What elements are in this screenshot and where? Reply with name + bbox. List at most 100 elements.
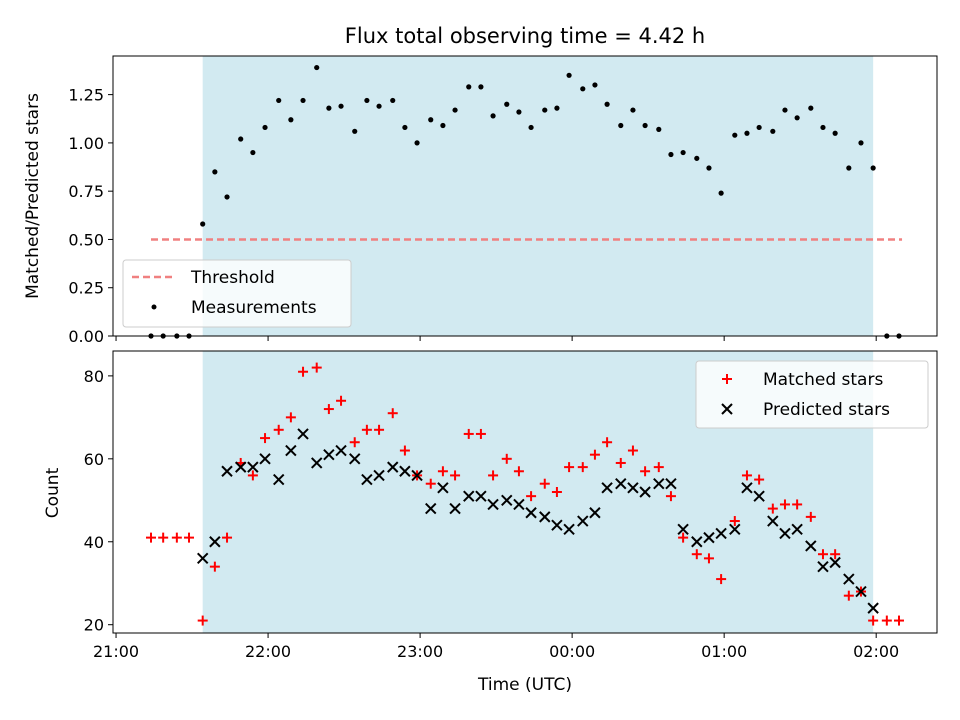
measurement-point [440, 122, 446, 129]
matched-star-point [627, 445, 638, 456]
x-stroke-b [639, 486, 651, 498]
bottom-legend-box [695, 360, 929, 429]
x-stroke-b [285, 444, 297, 457]
predicted-star-point [323, 448, 335, 461]
top-y-ticks: 0.00 0.25 0.50 0.75 1.00 1.25 [68, 86, 113, 346]
predicted-star-point [615, 477, 627, 490]
x-stroke-b [475, 490, 487, 502]
predicted-star-point [653, 477, 665, 490]
matched-star-point [475, 428, 486, 439]
matched-star-point [184, 532, 195, 543]
predicted-star-point [589, 507, 601, 519]
top-axes-frame [112, 55, 938, 337]
measurement-point [200, 221, 206, 227]
measurement-point [364, 97, 370, 104]
top-legend: Threshold Measurements [122, 259, 352, 328]
predicted-star-point [399, 465, 411, 477]
bottom-xtick-label: 21:00 [93, 642, 139, 661]
matched-star-point [665, 491, 676, 502]
measurement-point [808, 105, 814, 111]
predicted-star-point [349, 453, 361, 465]
measurement-point [528, 124, 534, 131]
predicted-star-point [805, 540, 817, 552]
bottom-xtick-label: 00:00 [549, 642, 595, 661]
measurement-point [238, 136, 244, 142]
measurement-point [276, 97, 282, 104]
x-stroke-b [779, 527, 791, 540]
bottom-y-axis-label: Count [43, 467, 63, 518]
measurement-point [592, 82, 598, 88]
x-stroke-b [601, 482, 613, 494]
x-stroke-b [563, 523, 575, 536]
matched-star-point [817, 549, 828, 560]
bottom-ytick-label: 80 [84, 367, 104, 386]
predicted-star-point [373, 469, 385, 482]
chart-title: Flux total observing time = 4.42 h [345, 24, 705, 48]
legend-matched-label: Matched stars [763, 370, 883, 390]
predicted-star-point [753, 490, 765, 502]
bottom-legend: Matched stars Predicted stars [695, 360, 929, 429]
x-stroke-b [297, 428, 309, 440]
x-stroke-b [425, 502, 437, 515]
measurement-point [846, 165, 852, 171]
predicted-star-point [601, 482, 613, 494]
predicted-star-point [247, 461, 259, 473]
x-stroke-b [653, 477, 665, 490]
measurement-point [452, 107, 458, 113]
matched-star-point [881, 615, 892, 626]
x-stroke-b [411, 469, 423, 482]
measurement-point [820, 124, 826, 131]
predicted-star-point [729, 523, 741, 536]
matched-star-point [843, 590, 854, 601]
matched-star-point [209, 561, 220, 572]
measurement-point [466, 84, 472, 90]
matched-star-point [501, 453, 512, 464]
matched-star-point [450, 470, 461, 481]
measurement-point [680, 149, 686, 156]
matched-star-point [716, 574, 727, 585]
predicted-star-point [665, 477, 677, 490]
measurement-point [732, 132, 738, 138]
matched-star-point [197, 615, 208, 626]
x-stroke-b [221, 465, 233, 477]
predicted-star-point [715, 527, 727, 540]
x-stroke-b [551, 519, 563, 531]
predicted-star-point [639, 486, 651, 498]
x-stroke-b [729, 523, 741, 536]
matched-star-point [425, 478, 436, 489]
matched-star-point [741, 470, 752, 481]
measurement-point [870, 165, 876, 171]
predicted-star-point [437, 482, 449, 494]
x-stroke-b [753, 490, 765, 502]
predicted-star-point [513, 498, 525, 511]
measurement-point [668, 151, 674, 158]
measurement-point [718, 190, 724, 196]
matched-star-point [564, 462, 575, 473]
matched-star-point [830, 549, 841, 560]
matched-star-point [653, 462, 664, 473]
matched-star-point [311, 362, 322, 373]
matched-star-point [678, 532, 689, 543]
matched-star-point [463, 428, 474, 439]
predicted-star-point [577, 515, 589, 527]
predicted-star-point [627, 482, 639, 494]
measurement-point [262, 124, 268, 131]
measurement-point [656, 126, 662, 132]
measurement-point [858, 140, 864, 146]
x-stroke-b [209, 536, 221, 548]
measurement-point [604, 101, 610, 107]
measurement-point [478, 84, 484, 90]
x-stroke-b [234, 461, 247, 473]
predicted-star-point [425, 502, 437, 515]
measurement-point [300, 97, 306, 104]
measurement-point [376, 103, 382, 109]
top-ytick-label: 0.25 [68, 279, 104, 298]
x-stroke-b [387, 461, 399, 473]
x-stroke-b [259, 453, 271, 465]
matched-star-point [539, 478, 550, 489]
measurement-point [580, 86, 586, 92]
x-stroke-b [373, 469, 385, 482]
measurement-point [314, 64, 320, 71]
matched-star-point [387, 408, 398, 419]
